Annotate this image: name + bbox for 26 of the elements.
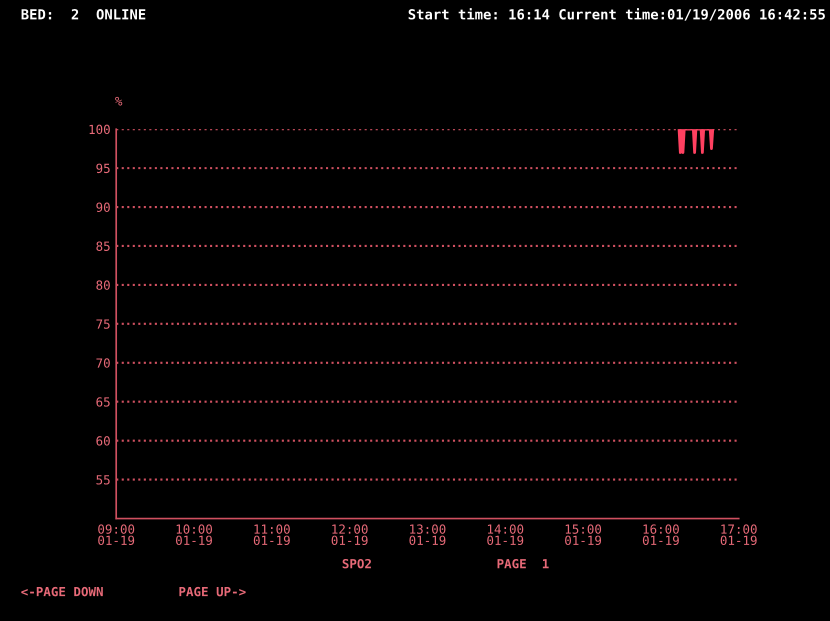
x-tick-label: 10:00 01-19 (176, 524, 212, 546)
chart-title: BED: 2 ONLINE (22, 9, 146, 20)
y-tick-label: 75 (96, 320, 110, 329)
x-tick-label: 13:00 01-19 (409, 524, 446, 546)
y-tick-label: 65 (96, 397, 110, 407)
chart-subtitle: Start time: 16:14 Current time:01/19/2006 16:42:55 (408, 8, 825, 21)
y-tick-label: 90 (96, 202, 110, 212)
text: <-PAGE DOWN (21, 586, 103, 596)
x-axis-title: SPO2 (342, 558, 371, 568)
x-tick-label: 14:00 01-19 (487, 524, 524, 546)
y-tick-label: 95 (96, 164, 110, 174)
x-tick-label: 09:00 01-19 (98, 524, 134, 546)
text: PAGE UP-> (179, 586, 246, 596)
y-tick-label: 85 (96, 241, 110, 251)
y-tick-label: 55 (96, 475, 110, 485)
y-tick-label: 70 (96, 358, 110, 368)
x-tick-label: 12:00 01-19 (332, 524, 368, 546)
x-tick-label: 15:00 01-19 (565, 524, 602, 546)
y-tick-label: 60 (96, 436, 110, 446)
y-axis-title: % (115, 96, 122, 106)
y-tick-label: 100 (90, 124, 110, 134)
y-tick-label: 80 (96, 280, 110, 290)
x-tick-label: 16:00 01-19 (642, 524, 679, 546)
x-tick-label: 17:00 01-19 (720, 524, 757, 546)
text: PAGE 1 (498, 558, 549, 568)
x-tick-label: 11:00 01-19 (254, 524, 290, 546)
